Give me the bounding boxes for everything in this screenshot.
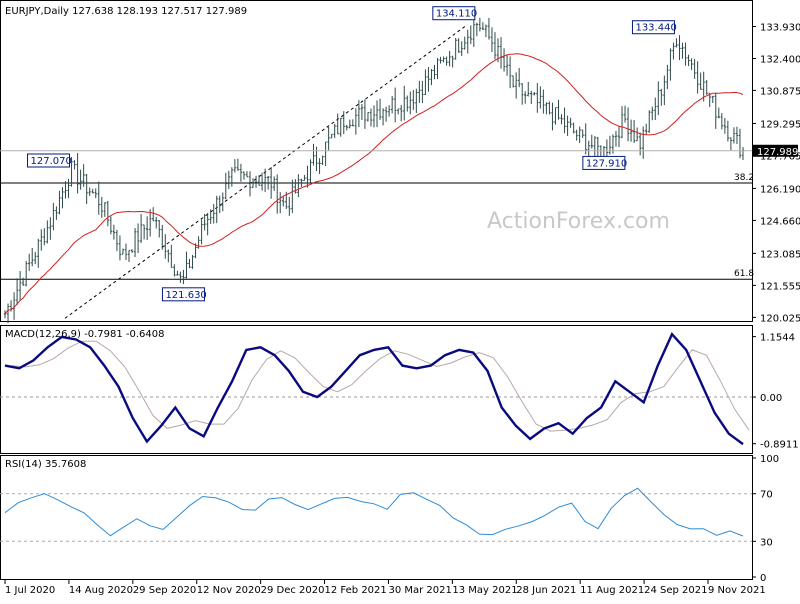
rsi-axis-ticks: 100 70 30 0 — [752, 454, 779, 584]
annotation-label: 127.910 — [586, 158, 627, 169]
date-tick-label: 29 Dec 2020 — [261, 585, 325, 596]
rsi-tick-label: 30 — [760, 537, 773, 548]
macd-lines — [4, 332, 750, 446]
rsi-tick-label: 100 — [760, 454, 779, 465]
price-axis-ticks: 133.930 132.400 130.875 129.295 127.765 126.1… — [752, 22, 800, 324]
annotation-box — [631, 20, 675, 35]
price-tick-label: 132.400 — [760, 54, 800, 65]
macd-main-line — [4, 332, 744, 446]
date-tick-label: 1 Jul 2020 — [5, 585, 55, 596]
price-tick-label: 133.930 — [760, 22, 800, 33]
rsi-panel-frame — [0, 455, 753, 580]
price-tick-label: 130.875 — [760, 86, 800, 97]
annotation-label: 134.110 — [436, 9, 477, 20]
annotation-label: 121.630 — [165, 290, 206, 301]
watermark: ActionForex.com — [487, 209, 670, 234]
annotation-box — [27, 153, 71, 168]
annotation-box — [432, 6, 476, 21]
symbol-info-label: EURJPY,Daily 127.638 128.193 127.517 127… — [5, 6, 247, 17]
rsi-line — [4, 487, 744, 537]
rsi-tick-label: 0 — [760, 573, 766, 584]
date-tick-label: 9 Nov 2021 — [708, 585, 766, 596]
macd-tick-label: -0.8911 — [760, 440, 799, 451]
price-tick-label: 121.555 — [760, 281, 800, 292]
date-tick-label: 11 Aug 2021 — [580, 585, 644, 596]
price-panel-frame — [0, 0, 753, 322]
date-tick-label: 12 Nov 2020 — [197, 585, 261, 596]
price-tick-label: 126.190 — [760, 184, 800, 195]
last-price-box — [752, 144, 798, 157]
trend-line-segment — [64, 24, 468, 319]
price-tick-label: 127.765 — [760, 151, 800, 162]
trend-line — [64, 24, 468, 319]
macd-tick-label: 0.00 — [760, 393, 782, 404]
date-tick-label: 29 Sep 2020 — [133, 585, 196, 596]
price-tick-label: 129.295 — [760, 119, 800, 130]
macd-signal-line — [10, 340, 750, 432]
date-tick-label: 24 Sep 2021 — [644, 585, 707, 596]
date-tick-label: 14 Aug 2020 — [69, 585, 133, 596]
rsi-polyline — [4, 487, 744, 537]
annotation-box — [582, 155, 626, 170]
date-tick-label: 30 Mar 2021 — [388, 585, 451, 596]
date-tick-label: 28 Jun 2021 — [516, 585, 576, 596]
rsi-grid — [0, 493, 752, 542]
price-tick-label: 124.660 — [760, 216, 800, 227]
fib-level-label: 38.2 — [734, 173, 754, 183]
macd-tick-label: 1.1544 — [760, 333, 795, 344]
annotation-label: 133.440 — [635, 23, 676, 34]
fib-level-label: 61.8 — [734, 269, 754, 279]
ma-polyline — [4, 53, 744, 315]
last-price-label: 127.989 — [757, 147, 798, 158]
rsi-tick-label: 70 — [760, 490, 773, 501]
candles — [3, 17, 745, 324]
annotation-box — [161, 287, 205, 302]
date-axis-labels: 1 Jul 2020 14 Aug 2020 29 Sep 2020 12 Nov 2… — [4, 580, 766, 596]
macd-panel-frame — [0, 325, 753, 454]
date-tick-label: 13 May 2021 — [452, 585, 517, 596]
price-annotations: 134.110 133.440 127.070 127.910 121.630 — [27, 6, 677, 302]
date-tick-label: 12 Feb 2021 — [325, 585, 387, 596]
annotation-label: 127.070 — [31, 156, 72, 167]
last-price-marker: 127.989 — [0, 144, 798, 158]
price-tick-label: 120.025 — [760, 313, 800, 324]
macd-label: MACD(12,26,9) -0.7981 -0.6408 — [5, 329, 165, 340]
rsi-label: RSI(14) 35.7608 — [5, 459, 86, 470]
moving-average-line — [4, 53, 744, 315]
price-tick-label: 123.085 — [760, 249, 800, 260]
macd-axis-ticks: 1.1544 0.00 -0.8911 — [752, 333, 799, 451]
fib-lines: 38.2 61.8 — [0, 173, 754, 280]
